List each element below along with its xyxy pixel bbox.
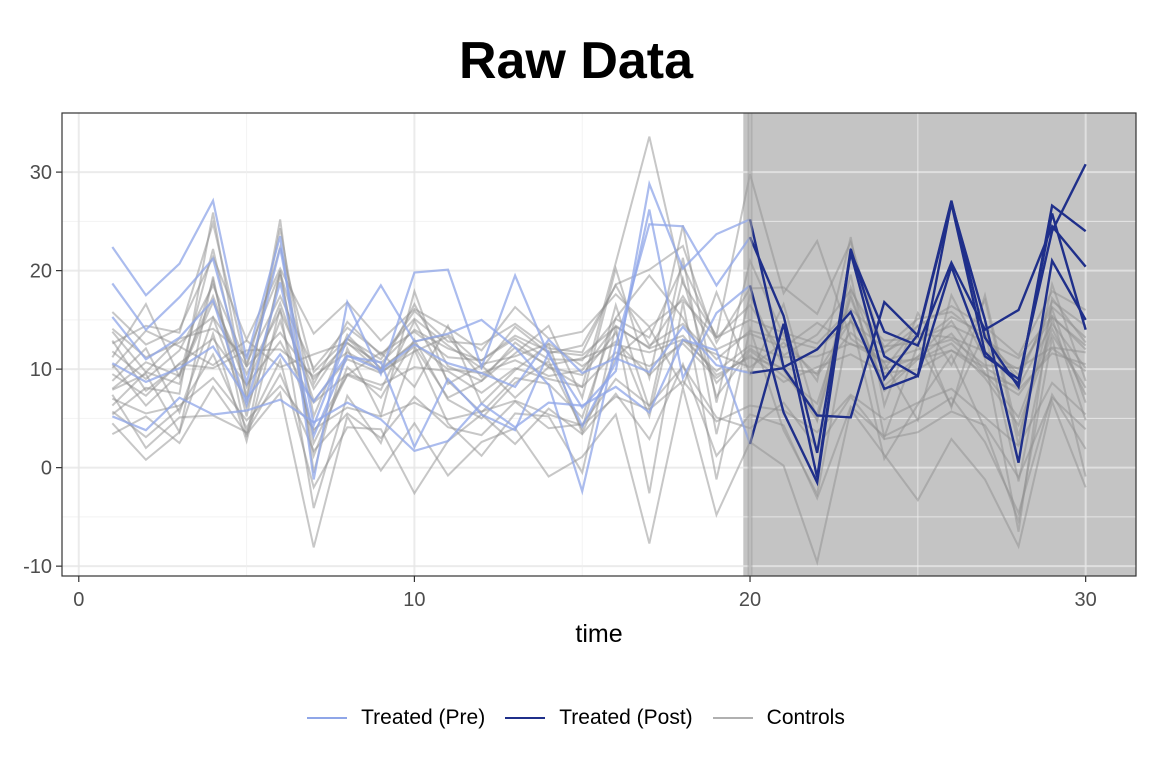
treated-post-line [749, 203, 1087, 419]
control-series-line [111, 263, 1087, 383]
post-period-shade [743, 113, 1136, 576]
control-series-line [111, 136, 1087, 532]
plot-area: -10 0 10 20 30 0 10 20 30 time [23, 112, 1137, 648]
x-tick-label: 0 [73, 589, 84, 611]
y-tick-label: 0 [41, 458, 52, 480]
legend-key-line [307, 717, 348, 719]
x-tick-label: 10 [403, 589, 425, 611]
treated-pre-line [111, 179, 751, 480]
control-series-line [111, 254, 1087, 360]
treated-pre-line [111, 209, 751, 450]
x-tick-label: 30 [1075, 589, 1097, 611]
control-series-line [111, 301, 1087, 525]
treated-post-line [748, 223, 1087, 487]
x-axis-title: time [575, 620, 622, 648]
x-tick-label: 20 [739, 589, 761, 611]
legend-item: Controls [712, 706, 845, 730]
chart-title: Raw Data [458, 32, 694, 90]
legend: Treated (Pre) Treated (Post) Controls [0, 700, 1152, 736]
legend-label: Treated (Post) [559, 706, 693, 729]
legend-label: Controls [766, 706, 845, 729]
y-tick-label: 20 [30, 261, 52, 283]
treated-pre-line [111, 223, 751, 496]
panel-border [61, 112, 1137, 577]
control-series-line [111, 364, 1087, 480]
treated-pre-line [111, 338, 752, 453]
y-tick-label: 30 [30, 162, 52, 184]
legend-key-line [505, 717, 546, 719]
treated-pre-line [111, 325, 751, 404]
legend-item: Treated (Pre) [307, 706, 485, 730]
legend-item: Treated (Post) [505, 706, 693, 730]
y-tick-label: 10 [30, 359, 52, 381]
treated-post-line [748, 202, 1087, 478]
legend-key-line [712, 717, 753, 719]
legend-label: Treated (Pre) [361, 706, 486, 729]
y-tick-label: -10 [23, 556, 52, 578]
control-series-line [111, 385, 1087, 566]
